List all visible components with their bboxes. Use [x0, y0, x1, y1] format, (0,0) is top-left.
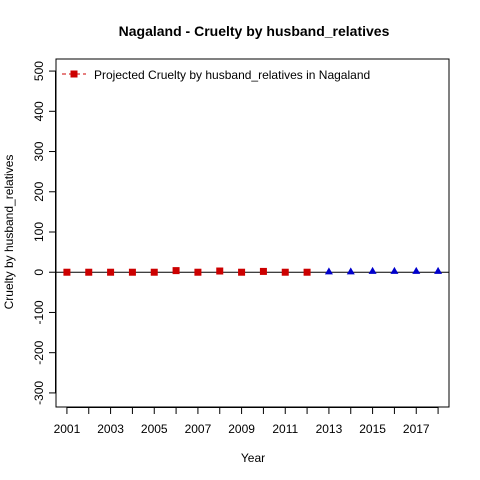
y-tick-label: 200 — [32, 181, 46, 201]
data-point-square — [238, 268, 246, 276]
legend-square-marker — [70, 70, 78, 78]
y-tick-label: 0 — [32, 269, 46, 276]
data-point-square — [150, 268, 158, 276]
data-point-square — [281, 268, 289, 276]
data-point-square — [303, 268, 311, 276]
data-point-triangle — [346, 267, 355, 275]
data-point-square — [85, 268, 93, 276]
data-point-square — [194, 268, 202, 276]
x-tick-label: 2001 — [54, 422, 81, 436]
x-axis-label: Year — [241, 451, 265, 465]
data-point-square — [259, 267, 267, 275]
data-point-triangle — [390, 266, 399, 274]
data-point-square — [216, 267, 224, 275]
x-tick-label: 2005 — [141, 422, 168, 436]
data-point-square — [107, 268, 115, 276]
data-point-square — [172, 267, 180, 275]
y-tick-label: 500 — [32, 61, 46, 81]
chart-title: Nagaland - Cruelty by husband_relatives — [119, 23, 390, 39]
y-tick-label: 400 — [32, 101, 46, 121]
x-tick-label: 2007 — [185, 422, 212, 436]
y-tick-label: -300 — [32, 381, 46, 405]
x-tick-label: 2013 — [316, 422, 343, 436]
data-point-triangle — [412, 266, 421, 274]
data-point-triangle — [324, 267, 333, 275]
legend-entry-label: Projected Cruelty by husband_relatives i… — [94, 68, 370, 82]
x-tick-label: 2009 — [228, 422, 255, 436]
y-tick-label: -200 — [32, 340, 46, 364]
x-tick-label: 2015 — [359, 422, 386, 436]
legend: Projected Cruelty by husband_relatives i… — [62, 68, 370, 82]
data-point-square — [63, 268, 71, 276]
x-tick-label: 2017 — [403, 422, 430, 436]
y-tick-label: -100 — [32, 300, 46, 324]
data-point-triangle — [434, 266, 443, 274]
y-axis-label: Cruelty by husband_relatives — [2, 155, 16, 310]
y-tick-label: 300 — [32, 141, 46, 161]
data-point-square — [128, 268, 136, 276]
x-tick-label: 2003 — [97, 422, 124, 436]
y-tick-label: 100 — [32, 222, 46, 242]
x-tick-label: 2011 — [272, 422, 298, 436]
data-point-triangle — [368, 266, 377, 274]
